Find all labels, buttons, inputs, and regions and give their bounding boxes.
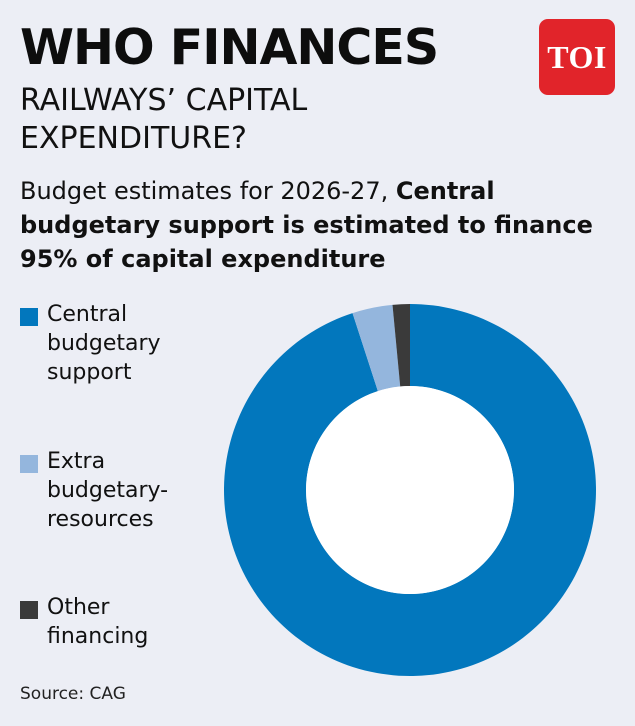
legend: Central budgetary support Extra budgetar… xyxy=(20,300,220,660)
legend-swatch-extra xyxy=(20,455,38,473)
legend-label-other: Other financing xyxy=(47,595,149,649)
chart-title: WHO FINANCES xyxy=(20,19,439,76)
source-note: Source: CAG xyxy=(20,684,126,704)
donut-slice-central xyxy=(224,304,596,676)
donut-chart xyxy=(224,304,596,676)
chart-description: Budget estimates for 2026-27, Central bu… xyxy=(20,174,620,276)
description-highlight: Central budgetary support is estimated t… xyxy=(20,177,593,273)
donut-slice-extra xyxy=(352,304,401,392)
legend-swatch-other xyxy=(20,601,38,619)
logo-text: TOI xyxy=(547,38,607,75)
chart-subtitle: RAILWAYS’ CAPITAL EXPENDITURE? xyxy=(20,83,308,156)
legend-label-extra: Extra budgetary- resources xyxy=(47,449,169,532)
donut-hole xyxy=(306,386,514,594)
toi-logo: TOI xyxy=(539,19,615,95)
legend-swatch-central xyxy=(20,308,38,326)
description-lead: Budget estimates for 2026-27, xyxy=(20,177,396,205)
legend-label-central: Central budgetary support xyxy=(47,302,161,385)
donut-slice-other xyxy=(392,304,410,387)
